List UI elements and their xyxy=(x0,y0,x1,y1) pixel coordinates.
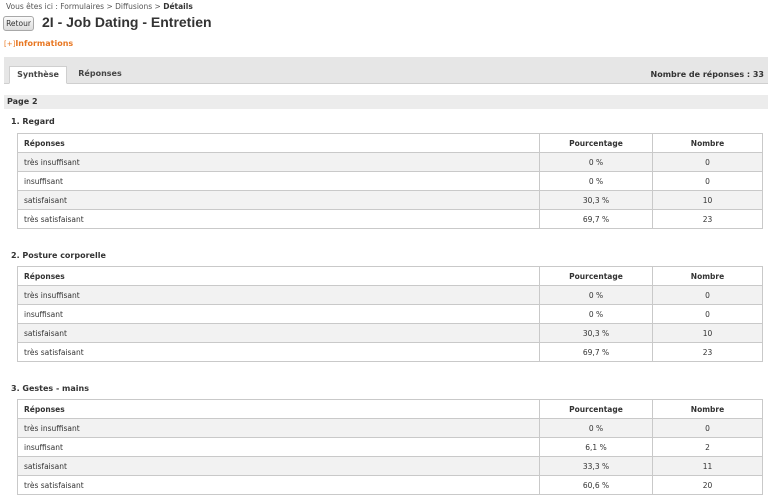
answer-label: très satisfaisant xyxy=(17,209,540,229)
answer-count: 23 xyxy=(652,209,763,229)
tab-bar: Synthèse Réponses Nombre de réponses : 3… xyxy=(4,57,768,84)
table-row: très satisfaisant 69,7 % 23 xyxy=(17,209,763,229)
column-header-nombre: Nombre xyxy=(652,266,763,286)
informations-toggle[interactable]: [+]Informations xyxy=(4,39,73,48)
table-row: insuffisant 6,1 % 2 xyxy=(17,437,763,457)
answer-label: très insuffisant xyxy=(17,285,540,305)
table-header-row: Réponses Pourcentage Nombre xyxy=(17,133,763,153)
column-header-pourcentage: Pourcentage xyxy=(539,399,653,419)
column-header-reponses: Réponses xyxy=(17,399,540,419)
table-row: très insuffisant 0 % 0 xyxy=(17,285,763,305)
breadcrumb-current: Détails xyxy=(163,2,193,11)
column-header-nombre: Nombre xyxy=(652,133,763,153)
answer-count: 0 xyxy=(652,285,763,305)
question-title: 2. Posture corporelle xyxy=(11,251,106,260)
column-header-pourcentage: Pourcentage xyxy=(539,133,653,153)
answer-count: 0 xyxy=(652,304,763,324)
column-header-pourcentage: Pourcentage xyxy=(539,266,653,286)
table-header-row: Réponses Pourcentage Nombre xyxy=(17,266,763,286)
informations-label: Informations xyxy=(15,39,74,48)
answer-label: très satisfaisant xyxy=(17,475,540,495)
table-row: satisfaisant 30,3 % 10 xyxy=(17,323,763,343)
page-title: 2I - Job Dating - Entretien xyxy=(42,14,212,30)
answer-percent: 0 % xyxy=(539,304,653,324)
breadcrumb-path[interactable]: Vous êtes ici : Formulaires > Diffusions… xyxy=(6,2,164,11)
table-row: satisfaisant 30,3 % 10 xyxy=(17,190,763,210)
answer-count: 0 xyxy=(652,171,763,191)
answer-percent: 69,7 % xyxy=(539,209,653,229)
answer-count: 20 xyxy=(652,475,763,495)
answer-label: insuffisant xyxy=(17,304,540,324)
answer-percent: 6,1 % xyxy=(539,437,653,457)
responses-count: Nombre de réponses : 33 xyxy=(650,70,765,79)
table-row: très satisfaisant 60,6 % 20 xyxy=(17,475,763,495)
answer-percent: 60,6 % xyxy=(539,475,653,495)
column-header-reponses: Réponses xyxy=(17,266,540,286)
answer-label: insuffisant xyxy=(17,171,540,191)
answer-label: insuffisant xyxy=(17,437,540,457)
answer-label: très insuffisant xyxy=(17,418,540,438)
answer-count: 0 xyxy=(652,152,763,172)
answer-percent: 30,3 % xyxy=(539,323,653,343)
question-title: 3. Gestes - mains xyxy=(11,384,89,393)
answer-count: 10 xyxy=(652,190,763,210)
table-row: insuffisant 0 % 0 xyxy=(17,304,763,324)
tab-synthese[interactable]: Synthèse xyxy=(9,66,67,84)
answer-label: très insuffisant xyxy=(17,152,540,172)
column-header-reponses: Réponses xyxy=(17,133,540,153)
answer-count: 11 xyxy=(652,456,763,476)
answer-percent: 0 % xyxy=(539,171,653,191)
answer-count: 0 xyxy=(652,418,763,438)
page-section-header: Page 2 xyxy=(4,95,768,109)
answer-percent: 30,3 % xyxy=(539,190,653,210)
answer-percent: 0 % xyxy=(539,152,653,172)
table-row: satisfaisant 33,3 % 11 xyxy=(17,456,763,476)
question-results-table: Réponses Pourcentage Nombre très insuffi… xyxy=(17,266,763,362)
answer-count: 10 xyxy=(652,323,763,343)
answer-label: très satisfaisant xyxy=(17,342,540,362)
answer-label: satisfaisant xyxy=(17,323,540,343)
question-title: 1. Regard xyxy=(11,117,55,126)
answer-count: 2 xyxy=(652,437,763,457)
table-row: insuffisant 0 % 0 xyxy=(17,171,763,191)
answer-label: satisfaisant xyxy=(17,190,540,210)
answer-percent: 33,3 % xyxy=(539,456,653,476)
answer-percent: 69,7 % xyxy=(539,342,653,362)
table-row: très insuffisant 0 % 0 xyxy=(17,152,763,172)
breadcrumb: Vous êtes ici : Formulaires > Diffusions… xyxy=(6,2,193,11)
table-row: très insuffisant 0 % 0 xyxy=(17,418,763,438)
tab-reponses[interactable]: Réponses xyxy=(78,69,122,78)
question-results-table: Réponses Pourcentage Nombre très insuffi… xyxy=(17,399,763,495)
column-header-nombre: Nombre xyxy=(652,399,763,419)
table-row: très satisfaisant 69,7 % 23 xyxy=(17,342,763,362)
answer-label: satisfaisant xyxy=(17,456,540,476)
expand-icon: [+] xyxy=(4,40,16,48)
answer-percent: 0 % xyxy=(539,418,653,438)
question-results-table: Réponses Pourcentage Nombre très insuffi… xyxy=(17,133,763,229)
page-label: Page 2 xyxy=(7,97,38,106)
answer-percent: 0 % xyxy=(539,285,653,305)
table-header-row: Réponses Pourcentage Nombre xyxy=(17,399,763,419)
back-button[interactable]: Retour xyxy=(3,16,34,31)
answer-count: 23 xyxy=(652,342,763,362)
